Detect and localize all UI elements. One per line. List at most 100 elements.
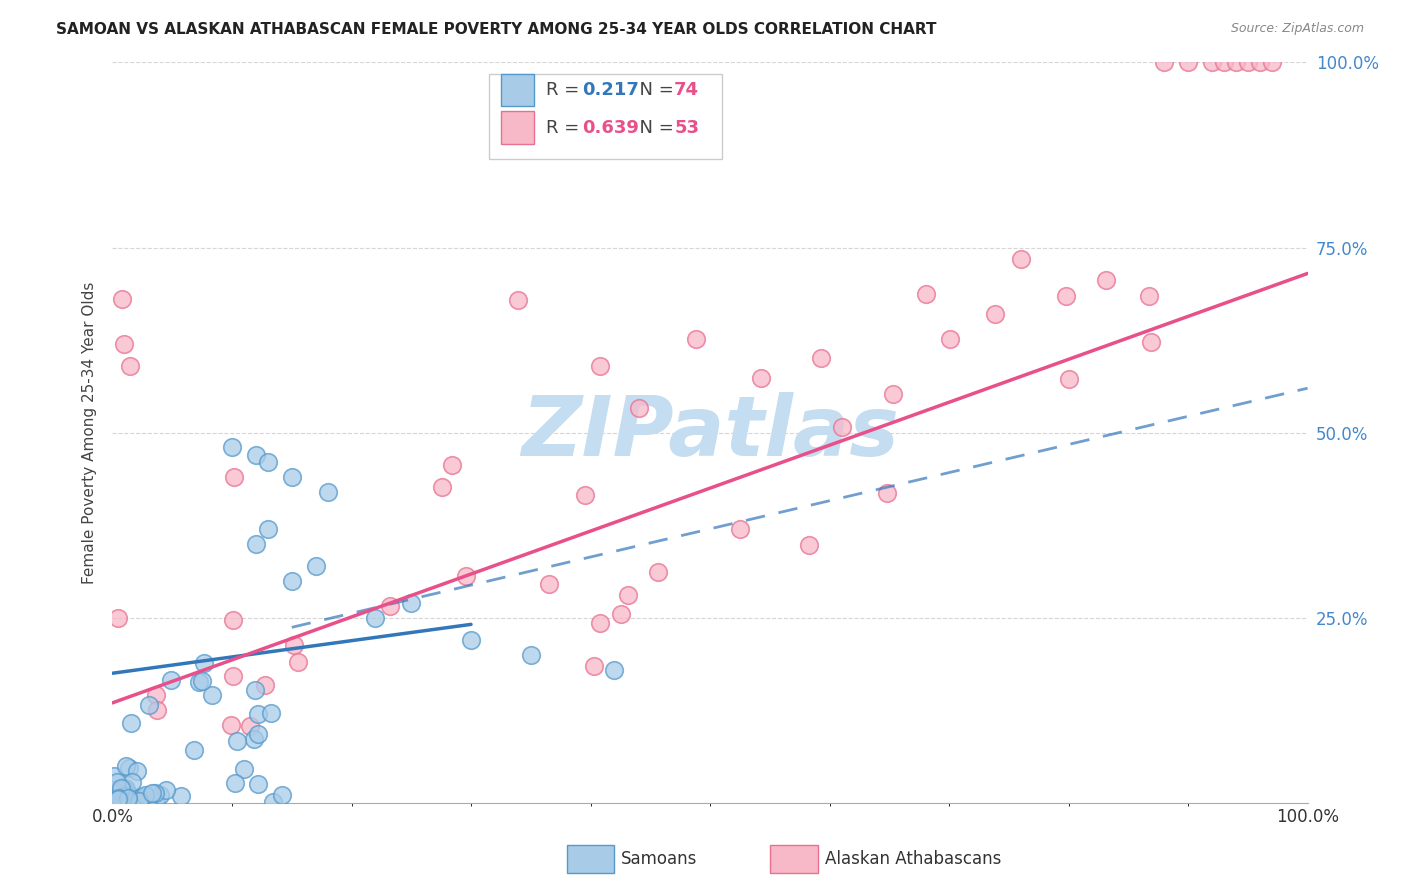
Samoans — [316, 484, 339, 499]
Alaskan Athabascans — [1237, 55, 1260, 70]
Samoans — [114, 758, 136, 772]
Text: ZIPatlas: ZIPatlas — [522, 392, 898, 473]
Samoans — [201, 688, 224, 702]
Samoans — [281, 470, 304, 484]
Alaskan Athabascans — [589, 359, 612, 373]
Samoans — [247, 727, 270, 741]
Samoans — [270, 788, 292, 802]
Samoans — [111, 784, 134, 798]
Samoans — [127, 764, 149, 778]
Alaskan Athabascans — [145, 704, 167, 718]
Alaskan Athabascans — [456, 569, 478, 583]
Samoans — [101, 782, 124, 797]
Alaskan Athabascans — [797, 538, 820, 552]
Alaskan Athabascans — [685, 332, 707, 346]
Alaskan Athabascans — [537, 577, 560, 591]
Samoans — [108, 791, 131, 805]
Alaskan Athabascans — [222, 470, 245, 484]
Alaskan Athabascans — [1225, 55, 1247, 70]
FancyBboxPatch shape — [770, 845, 818, 873]
FancyBboxPatch shape — [501, 73, 534, 106]
Text: 74: 74 — [675, 81, 699, 99]
Samoans — [138, 698, 160, 713]
Text: N =: N = — [627, 81, 679, 99]
Alaskan Athabascans — [939, 332, 962, 346]
Samoans — [104, 793, 127, 807]
Alaskan Athabascans — [728, 522, 751, 536]
Alaskan Athabascans — [430, 480, 453, 494]
Alaskan Athabascans — [1140, 334, 1163, 349]
Alaskan Athabascans — [582, 659, 605, 673]
Alaskan Athabascans — [1054, 289, 1077, 303]
Samoans — [121, 775, 143, 789]
Alaskan Athabascans — [882, 387, 904, 401]
Samoans — [105, 795, 128, 809]
Samoans — [105, 775, 128, 789]
FancyBboxPatch shape — [501, 112, 534, 144]
Alaskan Athabascans — [120, 359, 142, 373]
Samoans — [262, 795, 284, 809]
Samoans — [155, 783, 177, 797]
Samoans — [107, 794, 129, 808]
Alaskan Athabascans — [1177, 55, 1199, 70]
Samoans — [107, 789, 129, 804]
Samoans — [107, 792, 129, 806]
Samoans — [183, 743, 205, 757]
Alaskan Athabascans — [1261, 55, 1284, 70]
Alaskan Athabascans — [876, 486, 898, 500]
Samoans — [115, 781, 138, 796]
Alaskan Athabascans — [831, 420, 853, 434]
Alaskan Athabascans — [1153, 55, 1175, 70]
Alaskan Athabascans — [628, 401, 651, 415]
Samoans — [117, 791, 139, 805]
Samoans — [131, 789, 153, 804]
Samoans — [260, 706, 283, 720]
Alaskan Athabascans — [810, 351, 832, 365]
Samoans — [305, 558, 328, 573]
Samoans — [124, 790, 146, 805]
Samoans — [110, 780, 132, 795]
Samoans — [128, 794, 150, 808]
Samoans — [118, 761, 141, 775]
Samoans — [281, 574, 304, 588]
Samoans — [233, 762, 256, 776]
Samoans — [401, 596, 423, 610]
Alaskan Athabascans — [222, 614, 245, 628]
Alaskan Athabascans — [114, 336, 135, 351]
Alaskan Athabascans — [506, 293, 529, 307]
Alaskan Athabascans — [1213, 55, 1236, 70]
Samoans — [460, 632, 482, 647]
Text: R =: R = — [547, 119, 585, 136]
Alaskan Athabascans — [378, 599, 401, 614]
Alaskan Athabascans — [222, 668, 245, 682]
Samoans — [245, 536, 267, 550]
Samoans — [246, 706, 269, 721]
Alaskan Athabascans — [749, 371, 772, 385]
Y-axis label: Female Poverty Among 25-34 Year Olds: Female Poverty Among 25-34 Year Olds — [82, 282, 97, 583]
Samoans — [112, 789, 135, 803]
Alaskan Athabascans — [1249, 55, 1271, 70]
Alaskan Athabascans — [440, 458, 463, 472]
Samoans — [103, 789, 125, 803]
Text: R =: R = — [547, 81, 585, 99]
Samoans — [103, 788, 125, 802]
Samoans — [243, 683, 266, 698]
Text: Samoans: Samoans — [620, 850, 697, 868]
Samoans — [145, 786, 167, 800]
Samoans — [149, 788, 172, 802]
Samoans — [159, 673, 181, 687]
Samoans — [112, 782, 135, 797]
Alaskan Athabascans — [1095, 273, 1118, 287]
Samoans — [114, 789, 136, 804]
Alaskan Athabascans — [107, 610, 129, 624]
Alaskan Athabascans — [914, 287, 936, 301]
Samoans — [145, 796, 167, 810]
Samoans — [115, 791, 138, 805]
Alaskan Athabascans — [984, 307, 1007, 321]
Samoans — [364, 610, 387, 624]
Samoans — [257, 455, 280, 469]
Alaskan Athabascans — [283, 638, 305, 652]
Text: 0.639: 0.639 — [582, 119, 640, 136]
Samoans — [193, 657, 215, 671]
Text: Alaskan Athabascans: Alaskan Athabascans — [825, 850, 1001, 868]
